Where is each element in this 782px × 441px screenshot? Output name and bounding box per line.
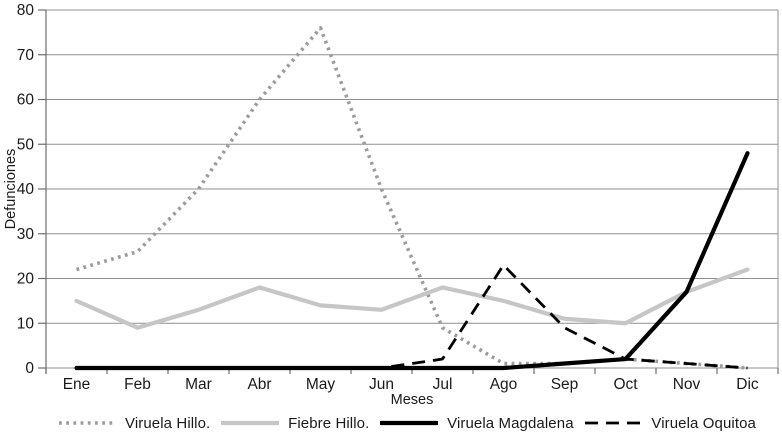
x-axis-title: Meses [391,392,434,408]
legend-label: Viruela Magdalena [447,414,574,432]
legend-item-viruela-hillo: Viruela Hillo. [58,415,210,432]
chart-legend: Viruela Hillo. Fiebre Hillo. Viruela Magda… [58,411,756,435]
x-month-label: Ago [490,376,518,393]
legend-label: Fiebre Hillo. [288,414,370,432]
y-tick-label: 0 [25,360,34,377]
legend-swatch-solid-icon [380,420,439,426]
y-tick-label: 10 [17,315,35,332]
x-month-label: Sep [551,376,579,393]
x-month-label: Nov [673,376,701,393]
x-month-label: Jul [433,376,453,393]
series-line-fiebre-hillo [74,267,750,330]
y-tick-label: 70 [17,47,35,64]
legend-label: Viruela Oquitoa [651,414,756,432]
x-month-label: May [306,376,336,393]
x-month-label: Feb [124,376,151,393]
x-month-label: Oct [613,376,638,393]
series-line-viruela-oquitoa [76,263,748,370]
y-tick-label: 20 [17,271,35,288]
legend-label: Viruela Hillo. [125,414,211,432]
x-month-label: Abr [247,376,271,393]
x-month-label: Jun [369,376,394,393]
x-month-label: Mar [185,376,212,393]
x-month-label: Ene [63,376,91,393]
legend-swatch-solid-icon [221,420,280,426]
legend-item-fiebre-hillo: Fiebre Hillo. [221,415,369,432]
x-month-label: Dic [736,376,759,393]
series-line-viruela-hillo [75,26,748,370]
y-tick-label: 50 [17,136,35,153]
y-axis-title: Defunciones [3,149,19,230]
y-tick-label: 80 [17,2,35,19]
y-tick-label: 30 [17,226,35,243]
legend-item-viruela-oquitoa: Viruela Oquitoa [584,415,756,432]
y-tick-label: 60 [17,92,35,109]
y-tick-label: 40 [17,181,35,198]
legend-item-viruela-magdalena: Viruela Magdalena [380,415,574,432]
legend-swatch-dashed-icon [585,421,642,425]
legend-swatch-dotted-icon [59,421,115,425]
series-line-viruela-magdalena [74,151,750,371]
